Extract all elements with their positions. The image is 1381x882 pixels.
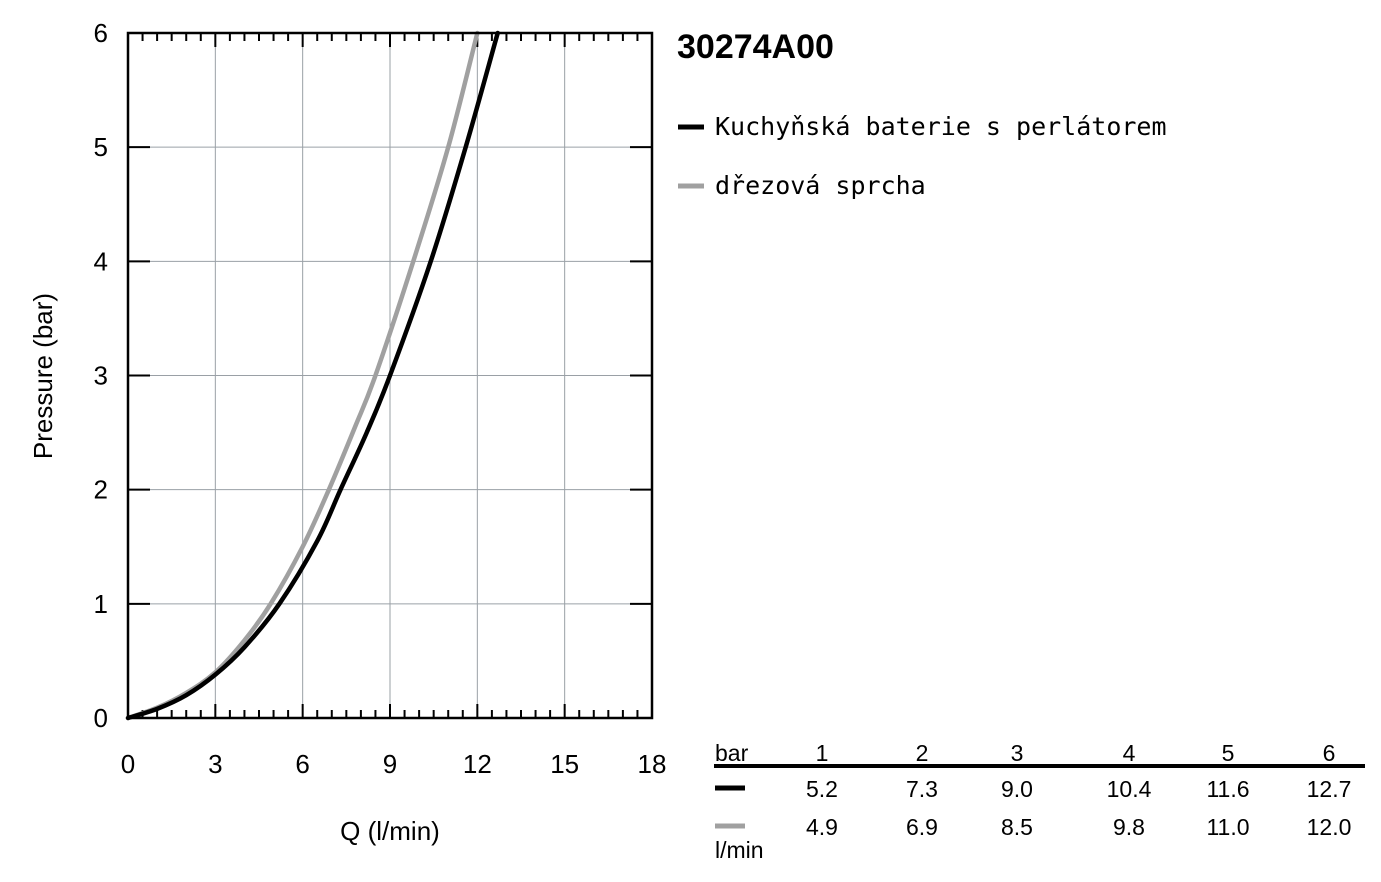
y-tick-label: 3 [94,361,108,391]
chart-lines [125,30,500,721]
y-tick-label: 4 [94,246,108,276]
table-cell: 10.4 [1107,776,1152,802]
table-cell: 4.9 [806,814,838,840]
legend-label-kitchen: Kuchyňská baterie s perlátorem [715,112,1167,141]
x-axis-title: Q (l/min) [340,816,440,846]
chart-grid [128,33,652,718]
table-cell: 11.0 [1206,814,1249,840]
x-tick-label: 0 [121,749,135,779]
table-col-2: 2 [916,740,929,766]
product-code-title: 30274A00 [677,28,834,66]
table-cell: 6.9 [906,814,938,840]
y-tick-label: 1 [94,589,108,619]
y-tick-label: 0 [94,703,108,733]
table-col-6: 6 [1323,740,1336,766]
x-tick-label: 9 [383,749,397,779]
table-cell: 5.2 [806,776,838,802]
table-cell: 9.0 [1001,776,1033,802]
table-cell: 8.5 [1001,814,1033,840]
table-col-4: 4 [1123,740,1136,766]
table-header-bar: bar [715,740,749,766]
x-tick-label: 3 [208,749,222,779]
x-tick-label: 6 [295,749,309,779]
table-cell: 7.3 [906,776,938,802]
x-tick-label: 18 [638,749,667,779]
legend: Kuchyňská baterie s perlátorem dřezová s… [678,112,1167,200]
table-unit-label: l/min [715,837,764,863]
table-cell: 12.0 [1307,814,1352,840]
table-col-1: 1 [816,740,829,766]
y-axis-title: Pressure (bar) [28,293,58,459]
plot-frame [126,31,654,720]
table-cell: 11.6 [1206,776,1249,802]
y-tick-label: 5 [94,132,108,162]
y-tick-label: 2 [94,475,108,505]
table-cell: 12.7 [1307,776,1352,802]
x-tick-label: 12 [463,749,492,779]
x-tick-label: 15 [550,749,579,779]
y-tick-label: 6 [94,18,108,48]
legend-label-sink-spray: dřezová sprcha [715,171,926,200]
series-line-0 [125,30,500,721]
table-col-5: 5 [1222,740,1235,766]
table-col-3: 3 [1011,740,1024,766]
flow-table: bar 1 2 3 4 5 6 5.2 7.3 9.0 10.4 11.6 12… [714,740,1365,863]
table-cell: 9.8 [1113,814,1145,840]
